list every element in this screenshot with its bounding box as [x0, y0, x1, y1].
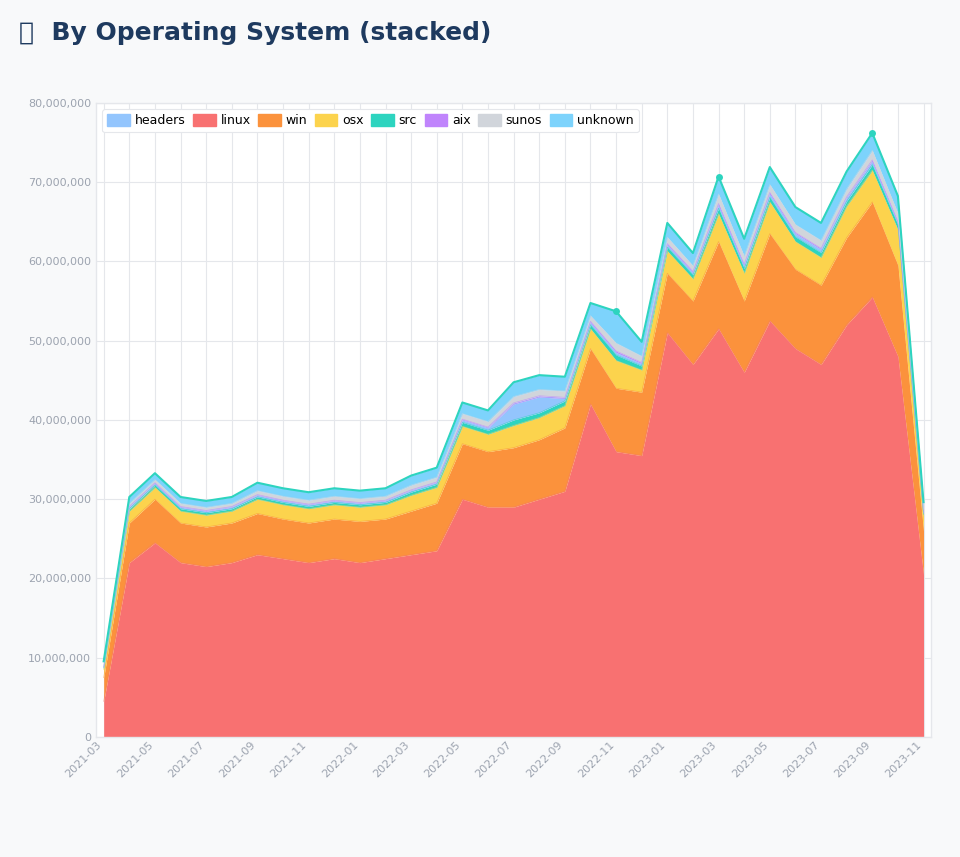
Legend: headers, linux, win, osx, src, aix, sunos, unknown: headers, linux, win, osx, src, aix, suno…: [103, 109, 638, 132]
Text: ⤓  By Operating System (stacked): ⤓ By Operating System (stacked): [19, 21, 492, 45]
